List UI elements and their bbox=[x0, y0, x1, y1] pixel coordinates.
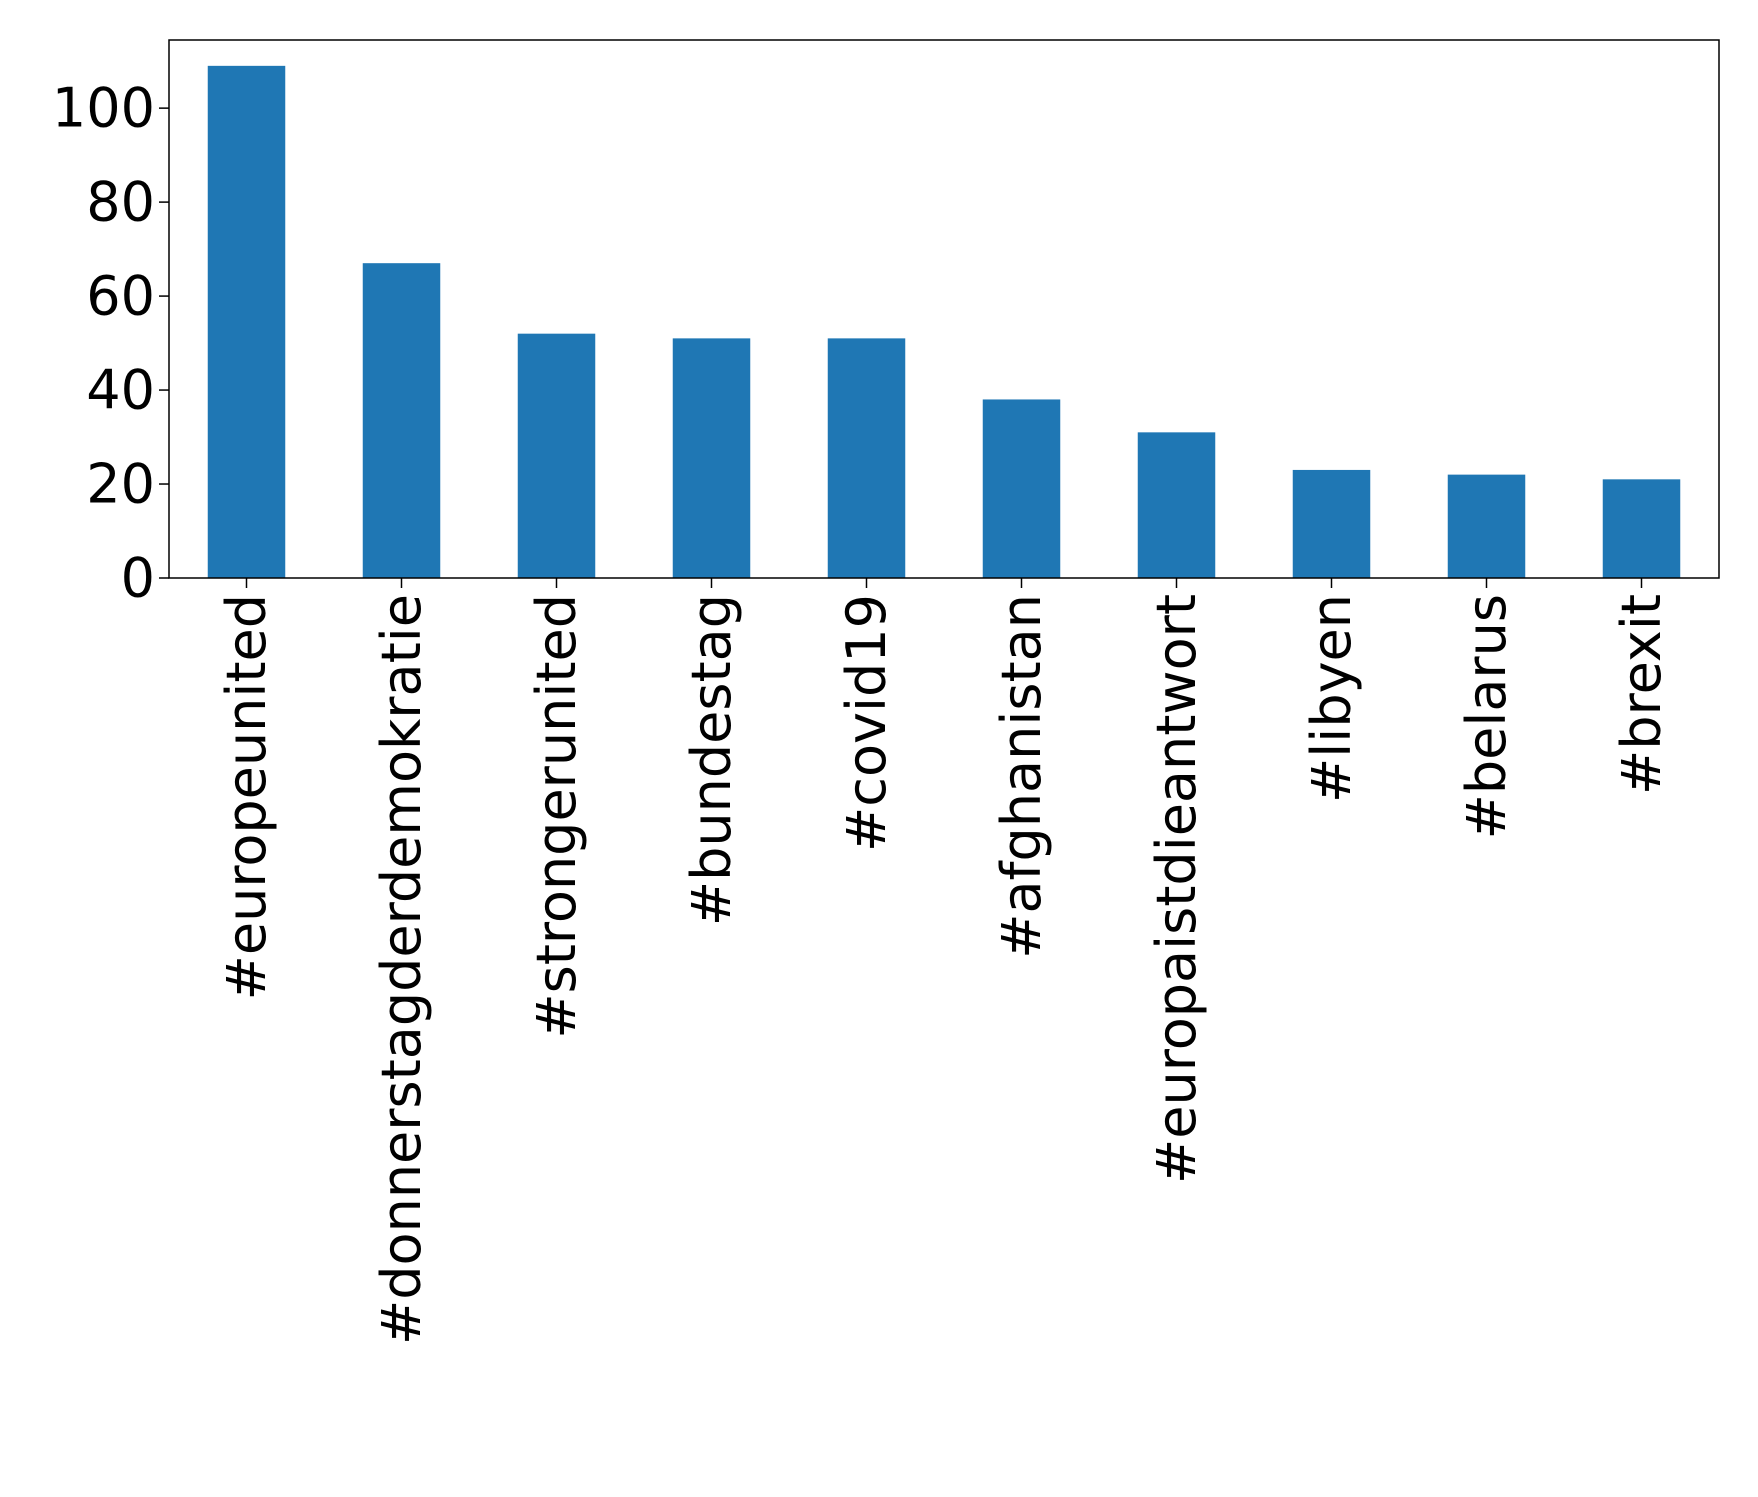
bar bbox=[982, 399, 1061, 578]
bar bbox=[1137, 432, 1216, 578]
bar bbox=[827, 338, 906, 578]
bar bbox=[1292, 469, 1371, 578]
x-tick-label: #libyen bbox=[1300, 594, 1363, 803]
y-tick-label: 20 bbox=[86, 453, 155, 516]
bar bbox=[672, 338, 751, 578]
bar bbox=[362, 263, 441, 578]
bar bbox=[1447, 474, 1526, 578]
x-tick-label: #europaistdieantwort bbox=[1145, 594, 1208, 1184]
y-tick-label: 40 bbox=[86, 359, 155, 422]
x-tick-label: #covid19 bbox=[835, 594, 898, 852]
y-tick-label: 80 bbox=[86, 171, 155, 234]
x-tick-label: #europeunited bbox=[215, 594, 278, 1000]
x-tick-label: #afghanistan bbox=[990, 594, 1053, 959]
y-tick-label: 60 bbox=[86, 265, 155, 328]
y-tick-label: 0 bbox=[121, 547, 155, 610]
bar bbox=[517, 333, 596, 578]
x-tick-label: #bundestag bbox=[680, 594, 743, 926]
y-tick-label: 100 bbox=[52, 77, 155, 140]
plot-frame bbox=[168, 39, 1720, 579]
bar bbox=[207, 65, 286, 579]
bar bbox=[1602, 479, 1681, 578]
x-tick-label: #belarus bbox=[1455, 594, 1518, 839]
x-tick-label: #donnerstagderdemokratie bbox=[370, 594, 433, 1345]
x-tick-label: #brexit bbox=[1610, 594, 1673, 795]
x-tick-label: #strongerunited bbox=[525, 594, 588, 1039]
